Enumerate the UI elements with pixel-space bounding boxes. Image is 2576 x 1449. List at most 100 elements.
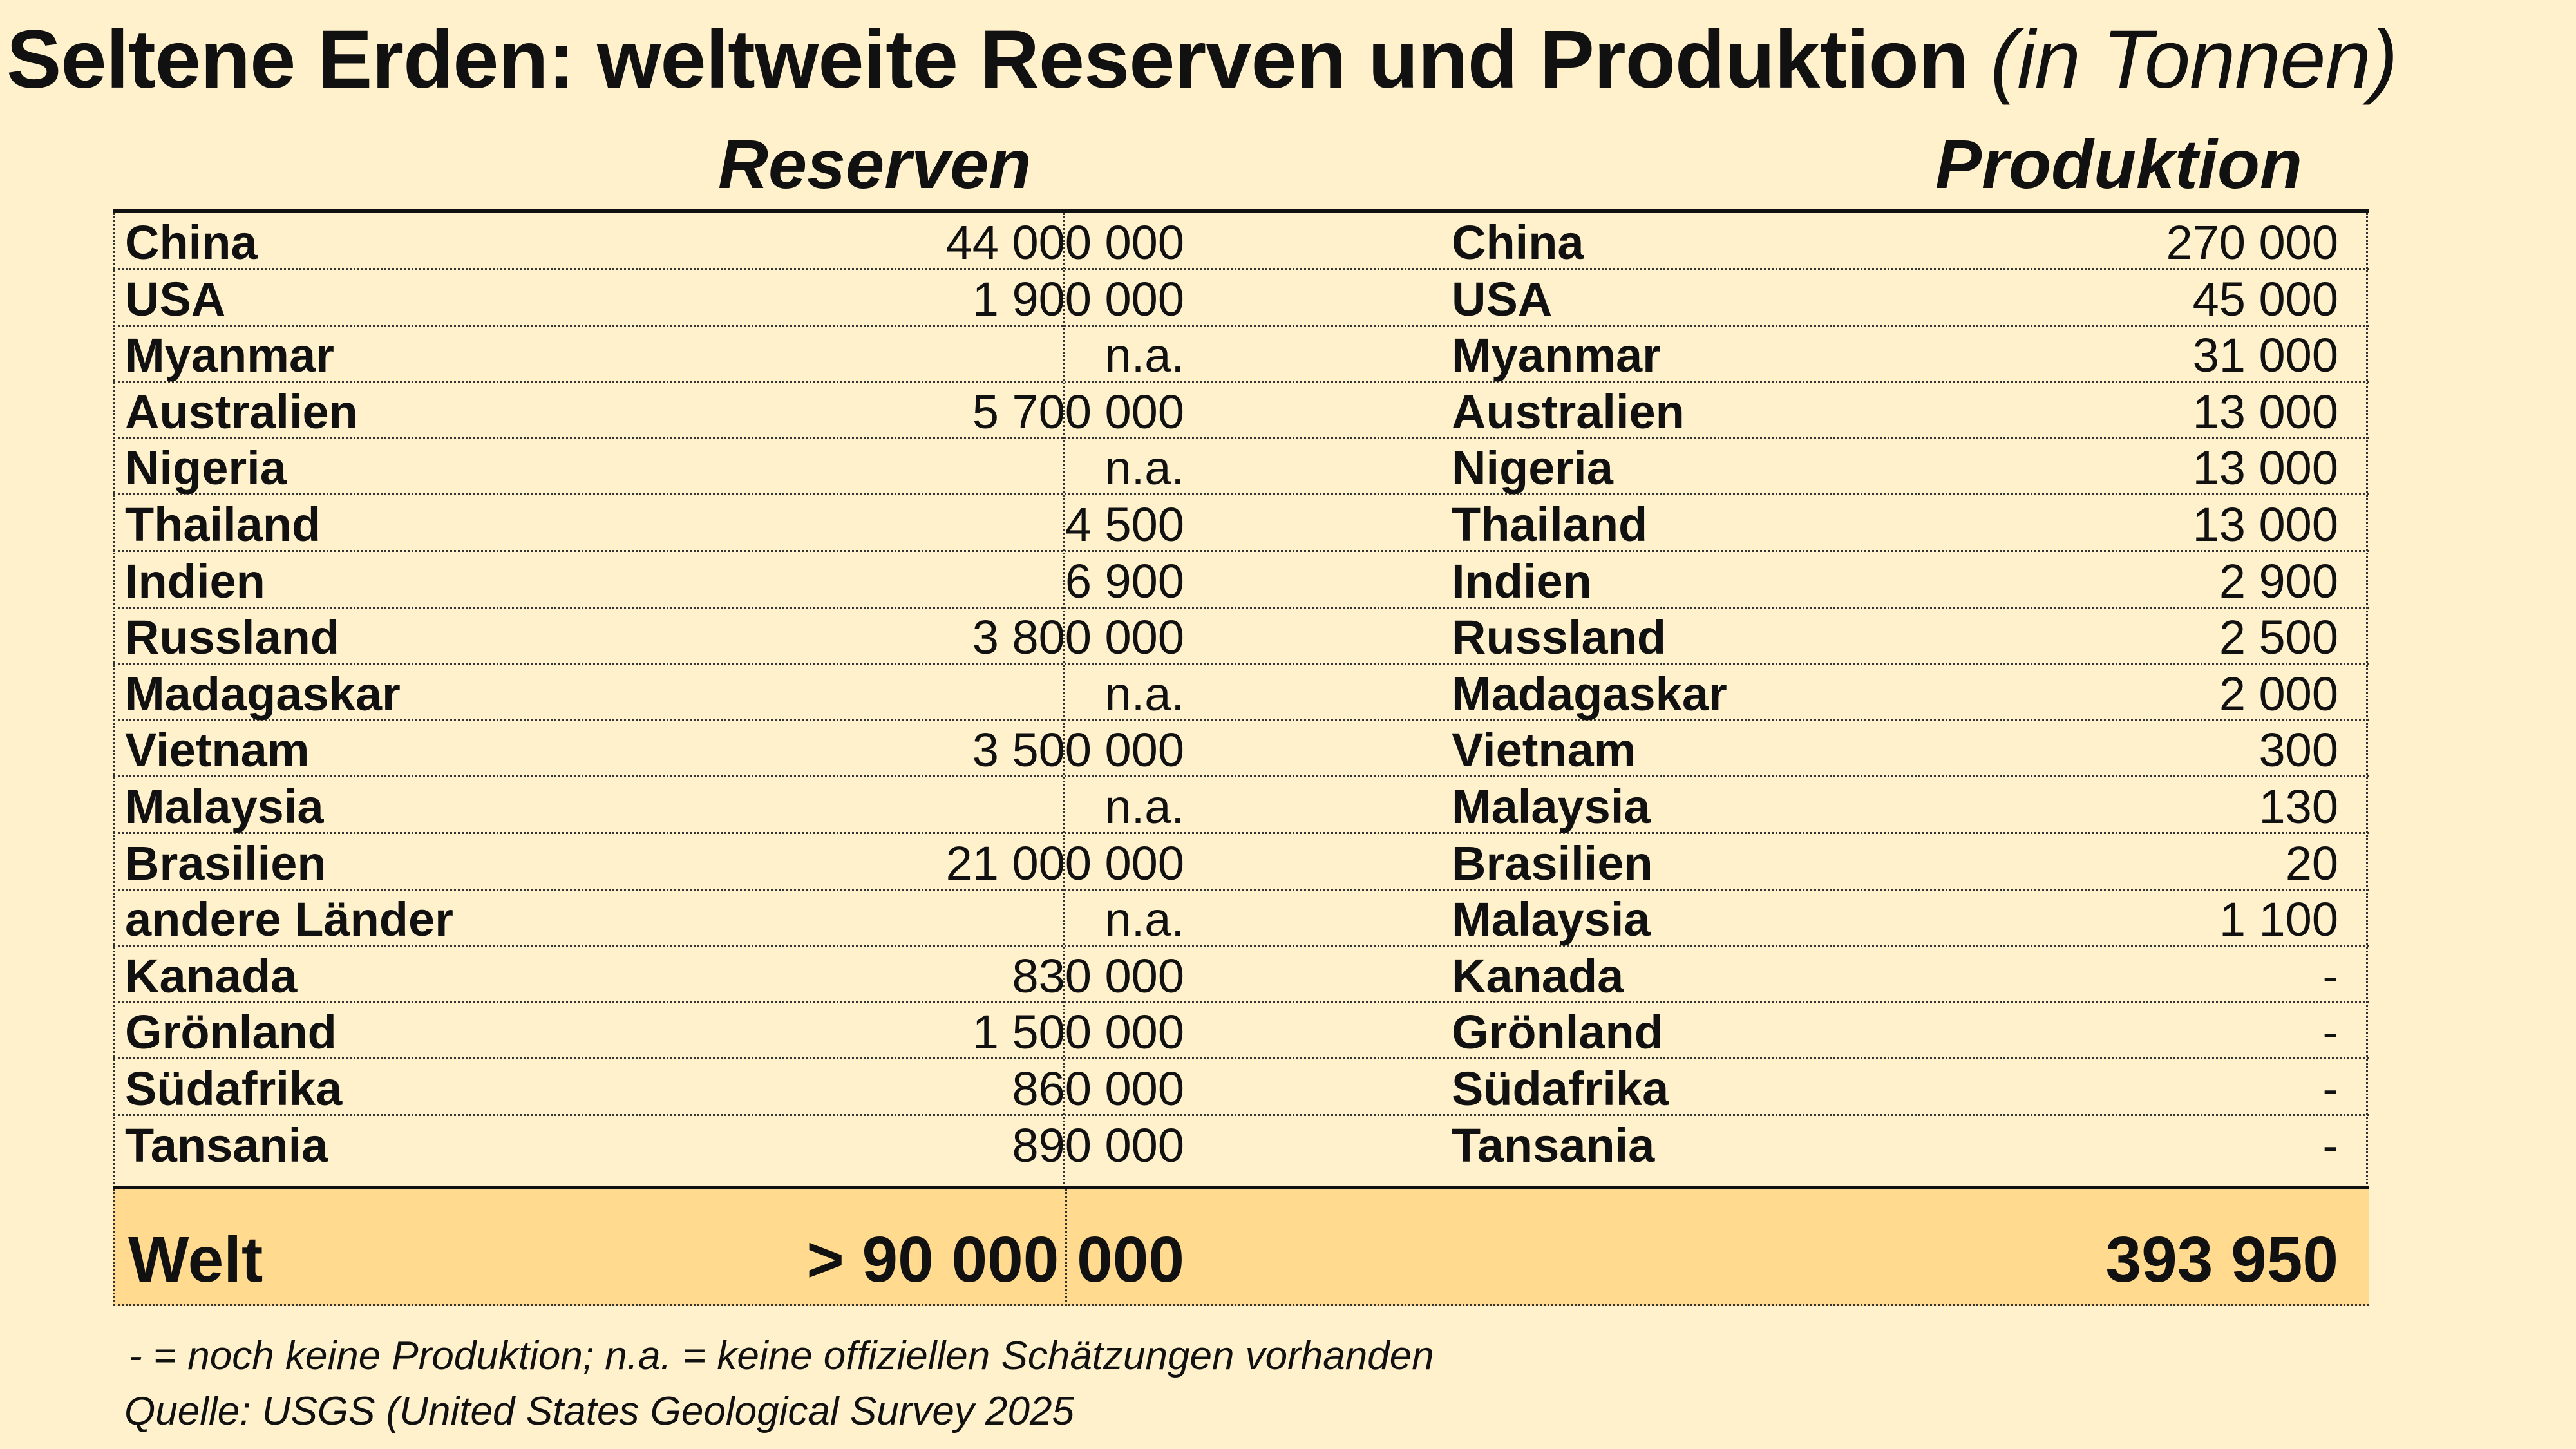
reserves-country-cell: Russland: [125, 611, 340, 665]
production-country-cell: Russland: [1452, 611, 1667, 665]
table-row: Madagaskar n.a. Madagaskar 2 000: [113, 665, 2369, 721]
total-label: Welt: [128, 1224, 263, 1296]
production-country-cell: China: [1452, 216, 1584, 269]
production-value-cell: 270 000: [2166, 216, 2339, 269]
total-separator: [113, 1186, 2369, 1189]
table-row: Vietnam 3 500 000 Vietnam 300: [113, 721, 2369, 778]
reserves-value-cell: 890 000: [1012, 1118, 1185, 1172]
reserves-value-cell: n.a.: [1104, 893, 1184, 947]
reserves-value-cell: 5 700 000: [972, 384, 1184, 439]
reserves-country-cell: Südafrika: [125, 1062, 343, 1115]
reserves-value-cell: n.a.: [1104, 441, 1184, 495]
title-main: Seltene Erden: weltweite Reserven und Pr…: [6, 14, 1969, 106]
table-row: Brasilien 21 000 000 Brasilien 20: [113, 834, 2369, 891]
production-country-cell: Brasilien: [1452, 836, 1653, 890]
production-country-cell: USA: [1452, 272, 1553, 326]
source-note: Quelle: USGS (United States Geological S…: [124, 1389, 1074, 1434]
production-value-cell: -: [2322, 1005, 2338, 1059]
production-value-cell: 20: [2285, 836, 2338, 890]
reserves-country-cell: Madagaskar: [125, 667, 401, 721]
production-country-cell: Australien: [1452, 384, 1685, 439]
production-value-cell: 13 000: [2192, 498, 2338, 551]
column-divider: [1063, 213, 1065, 1188]
reserves-value-cell: n.a.: [1104, 667, 1184, 721]
legend-note: - = noch keine Produktion; n.a. = keine …: [129, 1334, 1434, 1378]
total-row: Welt > 90 000 000 393 950: [113, 1189, 2369, 1306]
production-country-cell: Thailand: [1452, 498, 1648, 551]
reserves-country-cell: Thailand: [125, 498, 321, 551]
reserves-value-cell: 44 000 000: [945, 216, 1184, 269]
reserves-country-cell: Brasilien: [125, 836, 327, 890]
reserves-country-cell: Grönland: [125, 1005, 337, 1059]
production-country-cell: Kanada: [1452, 949, 1624, 1003]
reserves-value-cell: 3 500 000: [972, 723, 1184, 777]
reserves-value-cell: 6 900: [1065, 554, 1184, 608]
title-unit: (in Tonnen): [1990, 14, 2398, 106]
production-country-cell: Tansania: [1452, 1118, 1655, 1172]
reserves-country-cell: Malaysia: [125, 780, 324, 833]
table-row: Tansania 890 000 Tansania -: [113, 1116, 2369, 1173]
table-row: Indien 6 900 Indien 2 900: [113, 552, 2369, 609]
table-row: Myanmar n.a. Myanmar 31 000: [113, 326, 2369, 383]
table-row: USA 1 900 000 USA 45 000: [113, 270, 2369, 327]
reserves-value-cell: 3 800 000: [972, 611, 1184, 665]
table-right-border: [2366, 213, 2368, 1188]
reserves-value-cell: 1 900 000: [972, 272, 1184, 326]
production-country-cell: Grönland: [1452, 1005, 1663, 1059]
production-country-cell: Südafrika: [1452, 1062, 1669, 1115]
production-value-cell: 13 000: [2192, 441, 2338, 495]
production-value-cell: -: [2322, 1062, 2338, 1115]
table-row: Malaysia n.a. Malaysia 130: [113, 777, 2369, 834]
production-country-cell: Vietnam: [1452, 723, 1636, 777]
total-column-divider: [1065, 1189, 1067, 1306]
reserves-value-cell: 1 500 000: [972, 1005, 1184, 1059]
production-value-cell: 300: [2259, 723, 2338, 777]
reserves-country-cell: China: [125, 216, 258, 269]
production-value-cell: -: [2322, 949, 2338, 1003]
table-row: Nigeria n.a. Nigeria 13 000: [113, 439, 2369, 496]
page-title: Seltene Erden: weltweite Reserven und Pr…: [6, 12, 2398, 108]
table-row: China 44 000 000 China 270 000: [113, 213, 2369, 270]
reserves-value-cell: 4 500: [1065, 498, 1184, 551]
reserves-value-cell: 860 000: [1012, 1062, 1185, 1115]
production-value-cell: 1 100: [2219, 893, 2338, 947]
reserves-value-cell: 830 000: [1012, 949, 1185, 1003]
production-value-cell: 2 900: [2219, 554, 2338, 608]
reserves-country-cell: Myanmar: [125, 328, 334, 383]
table-row: Russland 3 800 000 Russland 2 500: [113, 608, 2369, 665]
reserves-value-cell: n.a.: [1104, 328, 1184, 383]
column-header-reserves: Reserven: [718, 125, 1032, 203]
production-value-cell: 13 000: [2192, 384, 2338, 439]
production-value-cell: 130: [2259, 780, 2338, 833]
reserves-country-cell: Indien: [125, 554, 265, 608]
production-value-cell: 2 500: [2219, 611, 2338, 665]
production-value-cell: 2 000: [2219, 667, 2338, 721]
reserves-value-cell: n.a.: [1104, 780, 1184, 833]
reserves-country-cell: Tansania: [125, 1118, 328, 1172]
reserves-country-cell: Nigeria: [125, 441, 287, 495]
table-row: Australien 5 700 000 Australien 13 000: [113, 383, 2369, 439]
table-row: andere Länder n.a. Malaysia 1 100: [113, 890, 2369, 947]
table-row: Südafrika 860 000 Südafrika -: [113, 1059, 2369, 1116]
production-value-cell: 31 000: [2192, 328, 2338, 383]
table-row: Kanada 830 000 Kanada -: [113, 947, 2369, 1003]
total-production: 393 950: [2105, 1224, 2338, 1296]
production-value-cell: 45 000: [2192, 272, 2338, 326]
production-country-cell: Malaysia: [1452, 780, 1651, 833]
total-reserves: > 90 000 000: [806, 1224, 1184, 1296]
production-value-cell: -: [2322, 1118, 2338, 1172]
reserves-country-cell: USA: [125, 272, 226, 326]
table-row: Grönland 1 500 000 Grönland -: [113, 1003, 2369, 1060]
production-country-cell: Nigeria: [1452, 441, 1613, 495]
reserves-country-cell: Kanada: [125, 949, 298, 1003]
reserves-value-cell: 21 000 000: [945, 836, 1184, 890]
table-row: Thailand 4 500 Thailand 13 000: [113, 495, 2369, 552]
reserves-country-cell: Vietnam: [125, 723, 310, 777]
production-country-cell: Myanmar: [1452, 328, 1661, 383]
reserves-country-cell: andere Länder: [125, 893, 453, 947]
production-country-cell: Malaysia: [1452, 893, 1651, 947]
rare-earths-table: China 44 000 000 China 270 000 USA 1 900 000 U…: [113, 209, 2369, 1189]
production-country-cell: Indien: [1452, 554, 1592, 608]
production-country-cell: Madagaskar: [1452, 667, 1727, 721]
